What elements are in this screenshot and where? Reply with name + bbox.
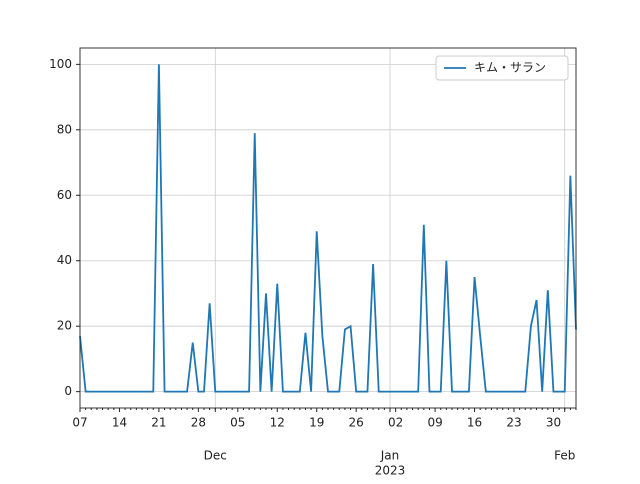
x-month-label: Dec <box>204 449 227 463</box>
x-tick-label: 16 <box>467 416 482 430</box>
y-tick-label: 60 <box>57 188 72 202</box>
x-tick-label: 26 <box>349 416 364 430</box>
x-year-label: 2023 <box>375 464 406 478</box>
plot-frame <box>79 47 577 409</box>
line <box>79 64 577 393</box>
legend-box <box>435 55 569 81</box>
y-tick-label: 100 <box>49 57 72 71</box>
x-tick-label: 30 <box>546 416 561 430</box>
x-month-label: Jan <box>380 449 400 463</box>
x-tick-label: 07 <box>72 416 87 430</box>
x-tick-label: 28 <box>191 416 206 430</box>
x-month-label: Feb <box>554 449 575 463</box>
y-tick-label: 80 <box>57 122 72 136</box>
x-tick-label: 21 <box>151 416 166 430</box>
x-tick-label: 14 <box>112 416 127 430</box>
x-tick-label: 02 <box>388 416 403 430</box>
x-tick-label: 23 <box>506 416 521 430</box>
x-tick-label: 12 <box>270 416 285 430</box>
y-tick-label: 0 <box>64 384 72 398</box>
legend-label: キム・サラン <box>474 61 546 75</box>
y-tick-label: 40 <box>57 253 72 267</box>
x-tick-label: 05 <box>230 416 245 430</box>
x-tick-label: 19 <box>309 416 324 430</box>
y-tick-label: 20 <box>57 319 72 333</box>
x-tick-label: 09 <box>427 416 442 430</box>
